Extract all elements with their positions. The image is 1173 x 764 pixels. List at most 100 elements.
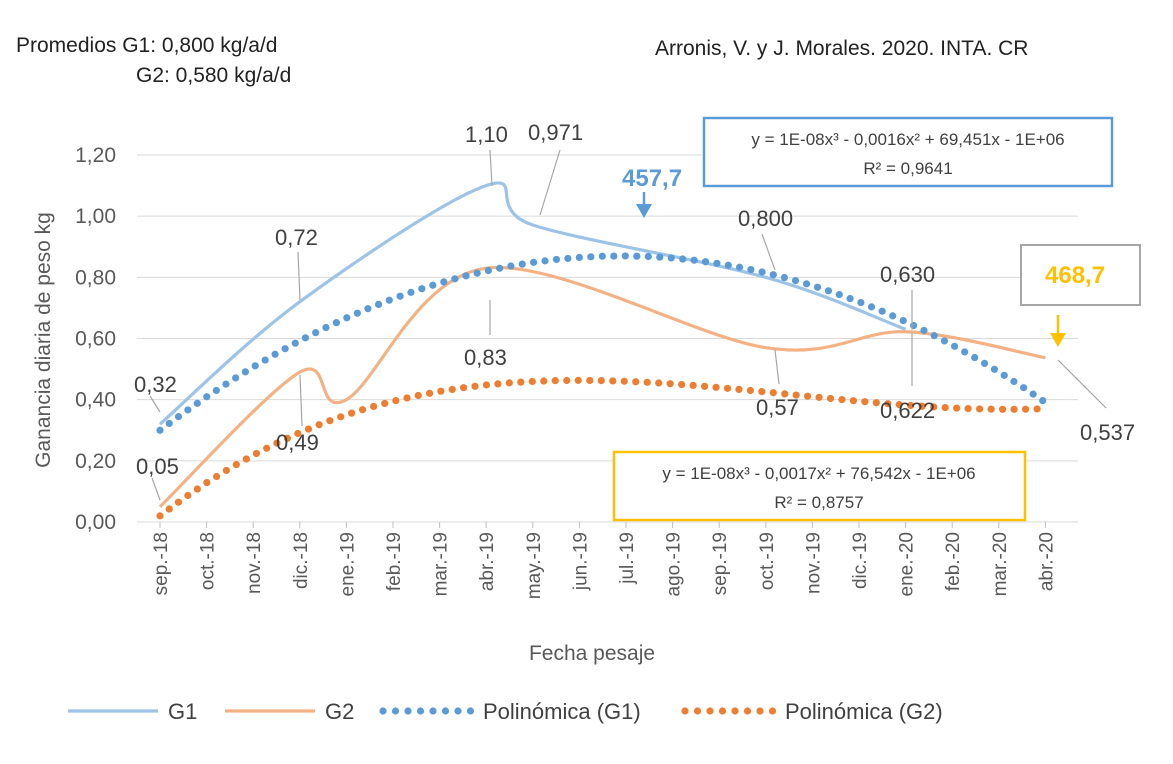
trend-g1-dot [1029,390,1037,398]
trend-g2-dot [976,405,984,413]
legend-swatch-dot [743,707,752,715]
trend-g2-dot [597,376,605,385]
trend-g1-dot [212,386,220,395]
legend-swatch-dot [379,707,387,715]
legend-swatch-dot [768,707,777,715]
data-label: 0,72 [275,225,318,250]
trend-g2-dot [337,413,345,421]
trend-g1-dot [610,252,618,260]
trend-g2-dot [1010,405,1018,413]
trend-g2-dot [1033,405,1041,413]
trend-g2-dot [414,391,422,400]
trend-g2-dot [165,505,173,513]
trend-g1-dot [1020,384,1028,392]
annotation-457: 457,7 [622,165,682,192]
trend-g2-dot [574,376,582,384]
trend-g1-dot [1010,377,1018,386]
trend-g2-dot [425,389,434,397]
trend-g2-dot [263,444,271,452]
trend-g2-dot [815,393,823,401]
trend-g2-dot [459,384,468,392]
trend-g1-dot [780,273,789,282]
x-tick-label: ene.-19 [337,532,358,596]
trend-g2-dot [505,379,513,387]
trend-g1-dot [507,262,515,270]
trend-g2-dot [643,378,651,386]
x-tick-label: may.-19 [524,532,545,599]
trend-g1-dot [541,257,549,265]
legend-label: G2 [325,699,354,724]
trend-g1-dot [291,339,299,347]
leader-line [297,251,301,301]
trend-g1-dot [281,345,289,353]
x-tick-label: mar.-20 [990,532,1011,596]
trend-g2-dot [689,381,697,390]
trend-g2-dot [392,396,400,405]
trend-g1-dot [889,312,897,320]
trend-g1-dot [679,255,687,263]
data-label: 0,630 [880,262,935,287]
trend-g1-dot [990,365,999,373]
trend-g1-dot [656,253,664,261]
x-tick-label: abr.-20 [1036,532,1057,591]
trend-g1-dot [530,258,538,266]
trend-g1-dot [241,368,250,376]
trend-g2-dot [242,455,250,463]
trend-g1-dot [193,399,201,407]
trend-g1-dot [758,268,766,276]
data-label: 0,971 [528,120,583,145]
averages-line-2: G2: 0,580 kg/a/d [136,64,292,87]
legend-swatch-dot [693,707,702,715]
trend-g2-dot [551,377,559,385]
averages-line-1: Promedios G1: 0,800 kg/a/d [16,34,278,57]
trend-g1-dot [385,296,393,304]
trend-g1-dot [301,334,310,342]
trend-g2-dot [252,449,261,458]
trend-g2-dot [326,417,334,425]
trend-g2-dot [232,461,240,469]
equation-box-g2 [612,450,1027,522]
trend-g1-dot [364,305,372,313]
trend-g1-dot [735,263,744,271]
trend-g1-dot [644,252,652,261]
trend-g2-dot [294,429,302,438]
trend-g1-dot [813,283,822,291]
data-label: 0,05 [136,454,179,479]
data-label: 1,10 [465,122,508,147]
trend-g2-dot [666,380,674,388]
trend-g1-dot [1000,371,1008,379]
trend-g2-dot [203,478,211,487]
trend-g1-dot [1039,396,1047,405]
trend-g1-dot [222,380,230,388]
trend-g1-dot [165,419,173,428]
trend-g2-dot [918,402,926,410]
leader-line [1057,359,1107,409]
trend-g2-dot [471,382,479,390]
trend-g2-dot [838,395,846,404]
legend-label: Polinómica (G2) [785,699,943,724]
x-tick-label: feb.-19 [384,532,405,591]
trend-g2-dot [437,387,445,395]
trend-g1-dot [462,272,470,280]
x-tick-label: sep.-19 [710,532,731,595]
legend-swatch-dot [706,707,714,715]
leader-line [761,233,776,271]
trend-g2-dot [156,512,164,520]
trend-g1-dot [940,337,949,345]
trend-g2-dot [884,400,892,408]
trend-g2-dot [999,405,1007,413]
trend-g1-dot [271,350,279,358]
trend-g1-dot [251,362,259,370]
trend-g1-dot [322,323,330,332]
trend-g2-dot [273,439,281,447]
legend-swatch-dot [416,707,425,715]
x-tick-label: jul.-19 [617,532,638,585]
x-tick-label: ene.-20 [897,532,918,596]
trend-g1-dot [802,280,811,288]
trend-g1-dot [429,281,437,289]
trend-g1-dot [621,252,629,260]
equation-g1: y = 1E-08x³ - 0,0016x² + 69,451x - 1E+06 [751,130,1064,149]
trend-g1-dot [484,266,492,275]
trend-g2-dot [174,498,183,506]
